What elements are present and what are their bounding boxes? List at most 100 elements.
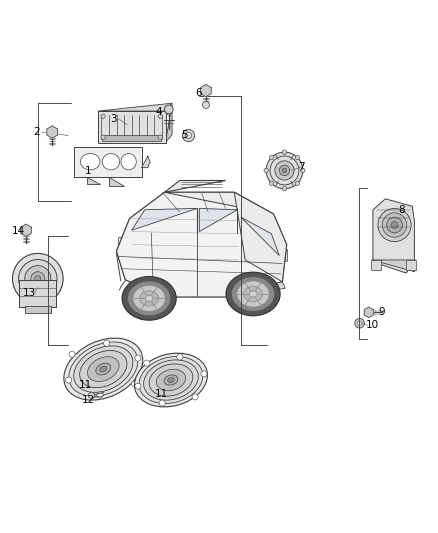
- Circle shape: [266, 152, 303, 189]
- PathPatch shape: [98, 103, 172, 111]
- Circle shape: [300, 168, 305, 173]
- Text: 4: 4: [155, 107, 162, 117]
- Ellipse shape: [127, 281, 171, 316]
- PathPatch shape: [132, 208, 197, 230]
- Circle shape: [158, 114, 162, 118]
- Bar: [19, 280, 56, 306]
- PathPatch shape: [164, 181, 226, 192]
- PathPatch shape: [372, 260, 416, 272]
- Circle shape: [144, 360, 150, 366]
- Circle shape: [69, 351, 75, 357]
- Circle shape: [202, 101, 209, 108]
- Circle shape: [159, 400, 165, 406]
- Circle shape: [182, 130, 194, 142]
- Bar: [279, 248, 287, 261]
- Polygon shape: [364, 312, 369, 318]
- Ellipse shape: [133, 285, 166, 311]
- PathPatch shape: [87, 176, 100, 184]
- Ellipse shape: [164, 375, 178, 385]
- Polygon shape: [364, 310, 369, 315]
- Ellipse shape: [249, 291, 257, 297]
- Polygon shape: [201, 84, 211, 96]
- Ellipse shape: [122, 277, 176, 320]
- Bar: [74, 147, 141, 176]
- Text: 9: 9: [378, 308, 385, 317]
- Circle shape: [378, 208, 411, 241]
- Ellipse shape: [81, 154, 100, 170]
- Text: 10: 10: [366, 320, 379, 330]
- Circle shape: [201, 371, 207, 377]
- Ellipse shape: [134, 353, 208, 407]
- Bar: [102, 135, 161, 141]
- Circle shape: [264, 168, 268, 173]
- Ellipse shape: [102, 154, 120, 170]
- Circle shape: [382, 213, 407, 237]
- Polygon shape: [21, 224, 31, 236]
- Circle shape: [164, 105, 173, 114]
- Circle shape: [25, 265, 51, 292]
- Circle shape: [101, 114, 105, 118]
- Text: 6: 6: [196, 88, 202, 98]
- Text: 3: 3: [110, 114, 117, 124]
- Text: 1: 1: [85, 166, 92, 176]
- PathPatch shape: [234, 192, 287, 282]
- Circle shape: [88, 392, 95, 398]
- Ellipse shape: [237, 281, 269, 307]
- Polygon shape: [369, 312, 373, 318]
- Text: 11: 11: [79, 380, 92, 390]
- Circle shape: [295, 155, 300, 160]
- Circle shape: [283, 187, 287, 191]
- Ellipse shape: [64, 338, 143, 400]
- PathPatch shape: [373, 199, 414, 273]
- Circle shape: [35, 276, 41, 282]
- Circle shape: [103, 340, 110, 346]
- Ellipse shape: [69, 342, 138, 396]
- Circle shape: [279, 165, 290, 176]
- Text: 8: 8: [398, 205, 405, 215]
- Circle shape: [269, 181, 274, 185]
- Circle shape: [192, 394, 198, 400]
- Circle shape: [101, 135, 105, 140]
- Circle shape: [269, 155, 274, 160]
- PathPatch shape: [228, 282, 286, 297]
- Circle shape: [18, 260, 57, 298]
- Text: 2: 2: [33, 127, 40, 137]
- Circle shape: [295, 181, 300, 185]
- PathPatch shape: [166, 103, 172, 142]
- Ellipse shape: [149, 364, 193, 396]
- Circle shape: [135, 355, 141, 361]
- PathPatch shape: [141, 156, 150, 168]
- Text: 5: 5: [181, 130, 188, 140]
- Polygon shape: [369, 307, 373, 312]
- Ellipse shape: [156, 369, 186, 391]
- Circle shape: [355, 318, 364, 328]
- PathPatch shape: [241, 217, 279, 256]
- Text: 12: 12: [81, 394, 95, 405]
- Ellipse shape: [168, 377, 174, 383]
- Circle shape: [12, 253, 63, 304]
- Ellipse shape: [88, 357, 119, 382]
- Polygon shape: [364, 307, 369, 312]
- Ellipse shape: [80, 351, 127, 387]
- Ellipse shape: [226, 272, 280, 316]
- Circle shape: [131, 381, 138, 387]
- Circle shape: [185, 133, 191, 139]
- Bar: [98, 111, 166, 142]
- Bar: [118, 237, 126, 248]
- Text: 7: 7: [298, 162, 304, 172]
- Circle shape: [283, 168, 287, 173]
- Ellipse shape: [74, 346, 133, 392]
- Text: 14: 14: [11, 225, 25, 236]
- Ellipse shape: [140, 290, 159, 306]
- Circle shape: [158, 135, 162, 140]
- Circle shape: [31, 272, 45, 286]
- Ellipse shape: [100, 366, 107, 372]
- Bar: [406, 260, 417, 270]
- Circle shape: [357, 321, 362, 326]
- Ellipse shape: [144, 360, 198, 400]
- Circle shape: [283, 150, 287, 154]
- Circle shape: [177, 354, 183, 360]
- Text: 11: 11: [155, 389, 168, 399]
- Circle shape: [391, 222, 398, 229]
- Bar: [25, 306, 51, 313]
